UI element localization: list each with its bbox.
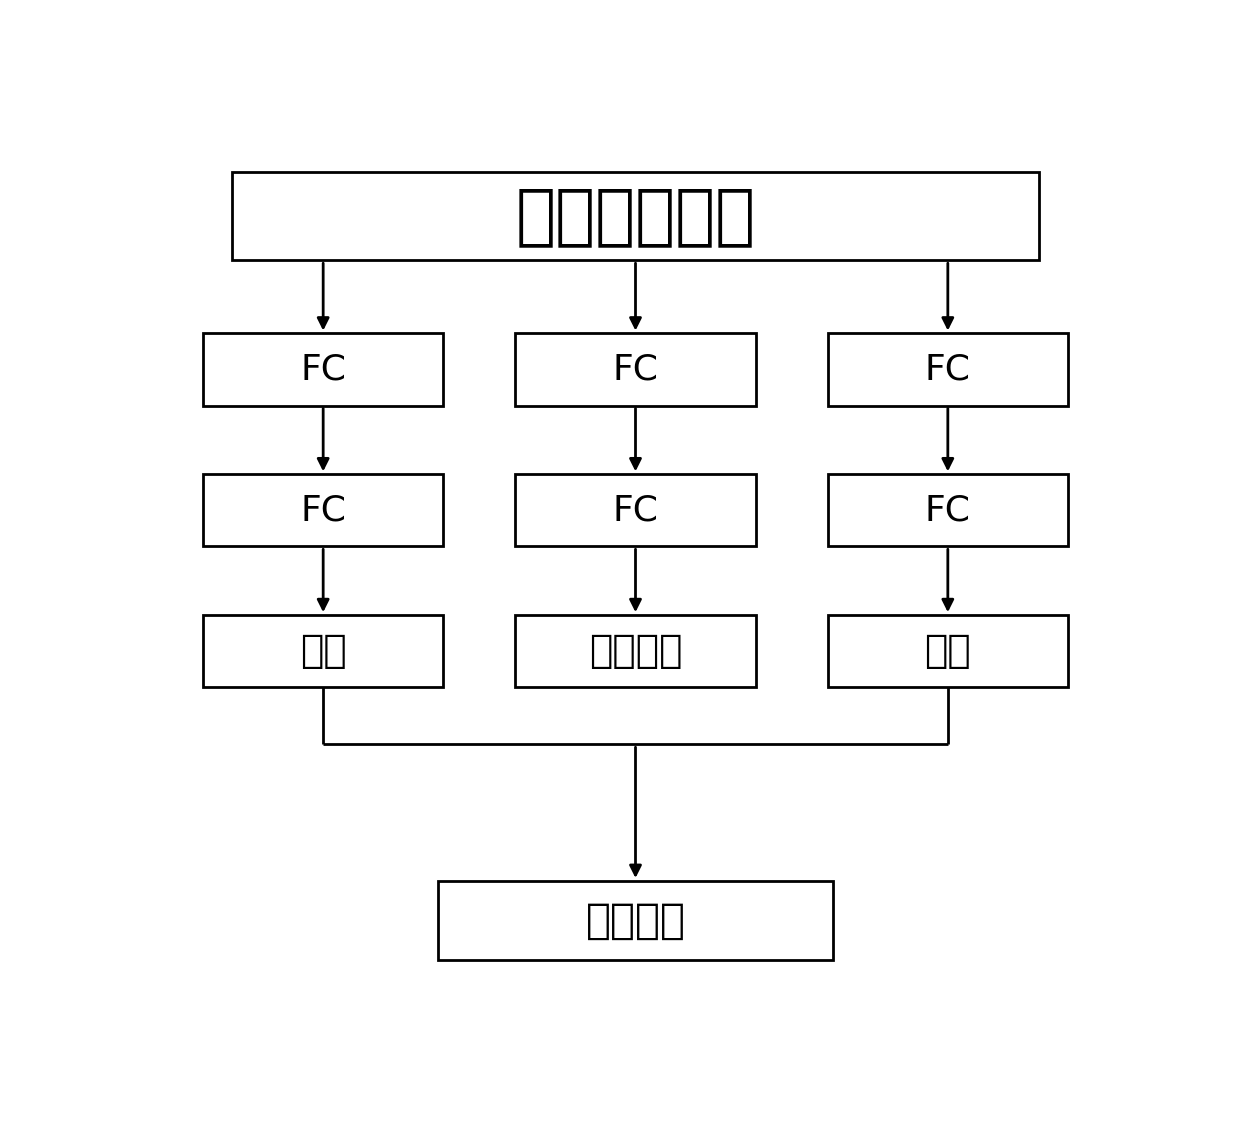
- Text: 共享卷积特征: 共享卷积特征: [516, 183, 755, 249]
- Text: FC: FC: [300, 494, 346, 527]
- Text: FC: FC: [613, 494, 658, 527]
- Bar: [203, 474, 444, 546]
- Bar: [203, 615, 444, 687]
- Bar: [516, 474, 755, 546]
- Text: 方向损失: 方向损失: [589, 632, 682, 670]
- Bar: [203, 334, 444, 406]
- Bar: [232, 173, 1039, 261]
- Bar: [828, 615, 1068, 687]
- Text: FC: FC: [300, 352, 346, 386]
- Text: FC: FC: [925, 352, 971, 386]
- Text: 角度偏差: 角度偏差: [585, 900, 686, 942]
- Text: 尺寸: 尺寸: [300, 632, 346, 670]
- Bar: [439, 881, 832, 960]
- Text: FC: FC: [925, 494, 971, 527]
- Bar: [828, 334, 1068, 406]
- Bar: [828, 474, 1068, 546]
- Bar: [516, 334, 755, 406]
- Bar: [516, 615, 755, 687]
- Text: 置信: 置信: [925, 632, 971, 670]
- Text: FC: FC: [613, 352, 658, 386]
